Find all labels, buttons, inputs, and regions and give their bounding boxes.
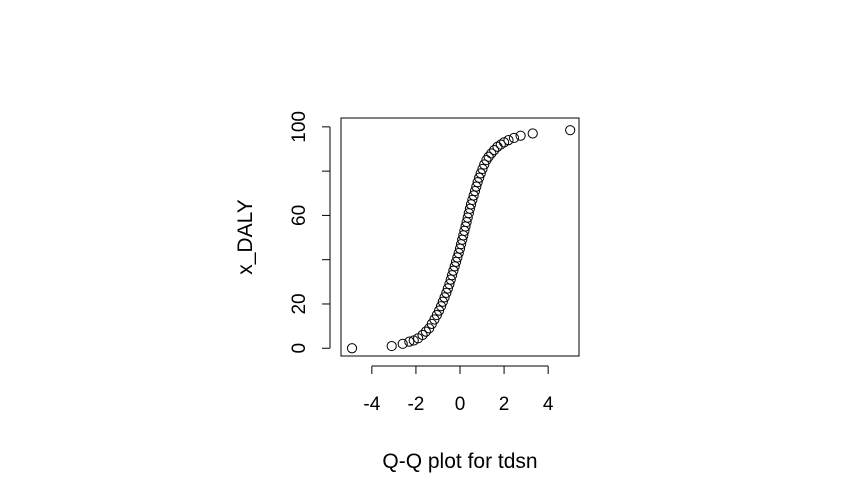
data-point	[475, 168, 486, 179]
data-point	[515, 130, 526, 141]
data-point	[565, 125, 576, 136]
y-axis-title: x_DALY	[234, 199, 257, 274]
data-point	[420, 326, 431, 337]
data-point	[483, 151, 494, 162]
data-point	[441, 287, 452, 298]
x-tick-label: -2	[407, 394, 424, 415]
x-axis: -4 -2 0 2 4	[363, 365, 554, 415]
data-point	[489, 145, 500, 156]
data-point	[437, 296, 448, 307]
data-point	[433, 305, 445, 316]
data-point	[386, 340, 397, 352]
data-point	[435, 301, 447, 312]
data-point	[417, 329, 428, 341]
data-point	[481, 154, 492, 166]
data-point	[472, 177, 483, 188]
x-tick-label: 4	[543, 394, 554, 415]
data-point	[471, 181, 482, 192]
y-tick-label: 20	[289, 293, 310, 314]
x-tick-label: 2	[499, 394, 510, 415]
y-axis: 0 20 60 100	[289, 111, 331, 354]
data-point	[477, 163, 488, 175]
y-tick-label: 60	[289, 205, 310, 226]
data-point	[503, 135, 514, 146]
x-axis-title: Q-Q plot for tdsn	[382, 450, 537, 473]
data-point	[439, 292, 450, 303]
data-point	[442, 283, 453, 294]
data-point	[474, 172, 485, 183]
data-point	[527, 128, 538, 139]
data-point	[346, 343, 358, 354]
x-tick-label: -4	[363, 394, 380, 415]
data-point	[495, 139, 506, 150]
plot-box	[340, 117, 580, 357]
data-points	[346, 125, 576, 354]
x-tick-label: 0	[455, 394, 466, 415]
data-point	[508, 132, 520, 144]
data-point	[486, 148, 497, 159]
data-point	[397, 338, 408, 349]
y-tick-label: 100	[289, 111, 310, 143]
y-tick-label: 0	[289, 343, 310, 354]
data-point	[404, 336, 415, 347]
